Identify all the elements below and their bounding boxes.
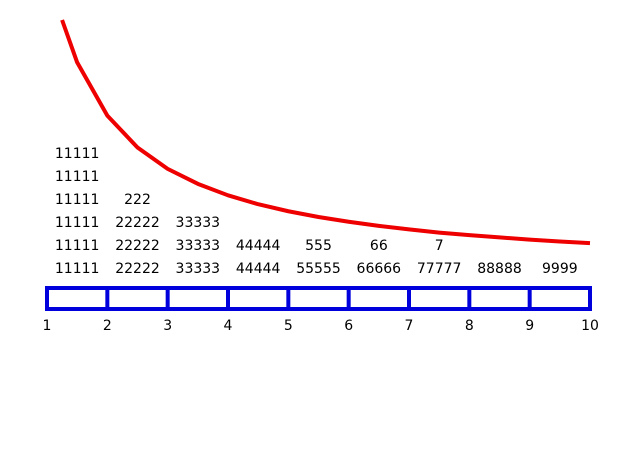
column-text: 55555 <box>296 261 341 277</box>
column-text: 66666 <box>357 261 402 277</box>
x-tick-label: 5 <box>284 318 293 334</box>
column-text: 88888 <box>477 261 522 277</box>
column-text: 33333 <box>176 215 221 231</box>
column-text: 222 <box>124 192 151 208</box>
box-strip <box>45 286 592 311</box>
curve <box>60 19 591 246</box>
x-tick-label: 4 <box>224 318 233 334</box>
column-text: 11111 <box>55 192 100 208</box>
column-text: 22222 <box>115 238 160 254</box>
column-text: 11111 <box>55 238 100 254</box>
x-tick-label: 3 <box>163 318 172 334</box>
column-text: 44444 <box>236 238 281 254</box>
column-text: 555 <box>305 238 332 254</box>
x-tick-label: 6 <box>344 318 353 334</box>
column-text: 9999 <box>542 261 578 277</box>
column-text: 11111 <box>55 261 100 277</box>
column-text: 77777 <box>417 261 462 277</box>
column-text: 11111 <box>55 215 100 231</box>
column-text: 33333 <box>176 238 221 254</box>
column-text: 22222 <box>115 261 160 277</box>
column-text: 7 <box>435 238 444 254</box>
column-text: 22222 <box>115 215 160 231</box>
x-tick-label: 10 <box>581 318 599 334</box>
x-tick-label: 7 <box>405 318 414 334</box>
x-tick-label: 8 <box>465 318 474 334</box>
column-text: 11111 <box>55 146 100 162</box>
x-tick-label: 2 <box>103 318 112 334</box>
x-tick-label: 9 <box>525 318 534 334</box>
column-text: 33333 <box>176 261 221 277</box>
column-text: 66 <box>370 238 388 254</box>
x-tick-label: 1 <box>43 318 52 334</box>
column-text: 11111 <box>55 169 100 185</box>
column-text: 44444 <box>236 261 281 277</box>
